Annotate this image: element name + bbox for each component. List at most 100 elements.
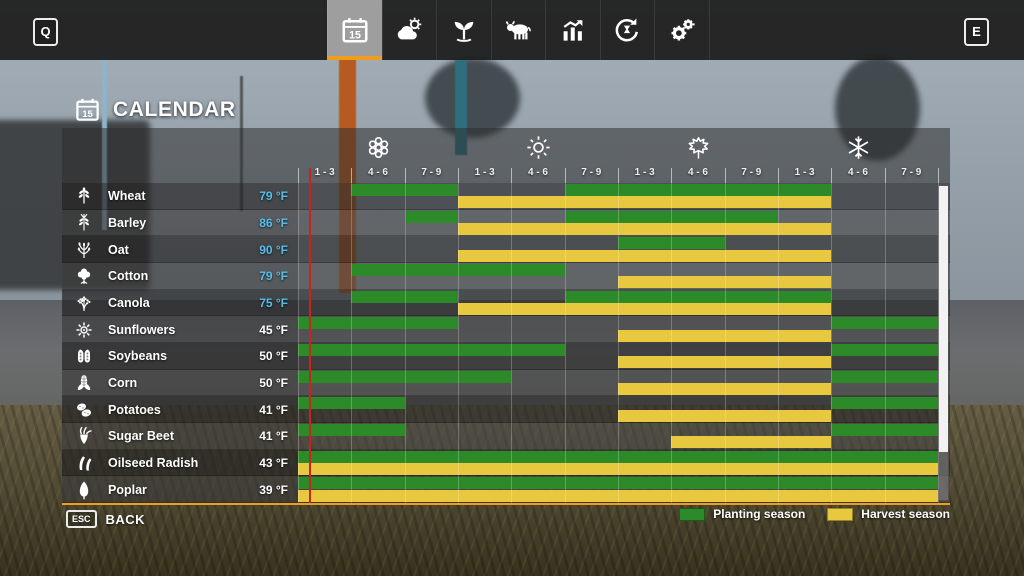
season-autumn (618, 132, 778, 163)
planting-bar (831, 317, 938, 330)
corn-icon (74, 373, 94, 393)
crop-row-oilseed-radish: Oilseed Radish 43 °F (62, 449, 950, 477)
seedling-icon (449, 15, 479, 45)
crop-germination-temp: 90 °F (259, 242, 288, 257)
tab-animals[interactable] (490, 0, 546, 60)
crop-season-chart (298, 396, 938, 423)
crop-row-label: Barley 86 °F (62, 209, 298, 237)
crop-row-sunflowers: Sunflowers 45 °F (62, 316, 950, 344)
harvest-legend-label: Harvest season (861, 507, 950, 521)
harvest-bar (298, 463, 938, 475)
planting-bar (351, 290, 458, 303)
top-menu-bar: Q 15 E (0, 0, 1024, 60)
crop-germination-temp: 86 °F (259, 216, 288, 230)
crop-name: Barley (108, 216, 147, 230)
crop-row-label: Wheat 79 °F (62, 183, 298, 210)
sun-icon (525, 134, 552, 161)
harvest-bar (618, 276, 832, 289)
tab-economy[interactable] (599, 0, 655, 60)
crop-name: Sugar Beet (108, 429, 174, 444)
soybeans-icon (74, 346, 94, 366)
crop-row-label: Oat 90 °F (62, 236, 298, 264)
stats-icon (558, 15, 588, 45)
planting-swatch (679, 507, 706, 521)
month-range-label: 4 - 6 (847, 167, 868, 178)
back-button[interactable]: ESC BACK (66, 510, 145, 528)
crop-name: Wheat (108, 189, 146, 204)
planting-bar (351, 264, 565, 276)
tab-crops[interactable] (436, 0, 491, 60)
crop-germination-temp: 50 °F (259, 349, 288, 364)
season-summer (458, 132, 618, 163)
month-range-label: 4 - 6 (687, 167, 708, 178)
svg-text:15: 15 (82, 109, 93, 120)
tab-settings[interactable] (654, 0, 710, 60)
scrollbar[interactable] (938, 185, 949, 501)
harvest-bar (618, 409, 832, 422)
planting-bar (618, 237, 725, 250)
month-range-label: 1 - 3 (474, 167, 495, 178)
crop-row-oat: Oat 90 °F (62, 236, 950, 264)
planting-bar (298, 344, 565, 356)
svg-text:15: 15 (349, 29, 361, 41)
tab-statistics[interactable] (545, 0, 600, 60)
crop-season-chart (298, 290, 938, 317)
crop-row-canola: Canola 75 °F (62, 289, 950, 317)
crop-germination-temp: 50 °F (259, 376, 288, 391)
crop-season-chart (298, 316, 938, 343)
harvest-bar (298, 489, 938, 502)
planting-bar (298, 370, 512, 383)
crop-name: Poplar (108, 482, 147, 497)
crop-germination-temp: 79 °F (259, 269, 288, 284)
crop-name: Oat (108, 242, 129, 257)
key-hint-e[interactable]: E (964, 18, 989, 46)
month-range-label: 7 - 9 (901, 167, 922, 178)
crop-name: Canola (108, 296, 150, 311)
menu-tabs: 15 (327, 0, 710, 60)
crop-row-label: Oilseed Radish 43 °F (62, 449, 298, 477)
month-range-label: 1 - 3 (794, 167, 815, 178)
tab-calendar[interactable]: 15 (327, 0, 382, 60)
planting-bar (564, 184, 832, 196)
crop-row-label: Corn 50 °F (62, 369, 298, 397)
harvest-bar (671, 436, 832, 449)
crop-season-chart (298, 263, 938, 290)
wheat-icon (74, 186, 94, 206)
crop-row-potatoes: Potatoes 41 °F (62, 396, 950, 424)
planting-bar (404, 210, 458, 223)
potatoes-icon (74, 400, 94, 420)
calendar-icon: 15 (340, 15, 370, 45)
tab-weather[interactable] (381, 0, 437, 60)
harvest-bar (458, 223, 832, 235)
season-header (298, 132, 938, 163)
esc-key-icon: ESC (66, 510, 97, 528)
planting-bar (298, 397, 405, 410)
crop-row-label: Sunflowers 45 °F (62, 316, 298, 344)
month-range-header: 1 - 3 4 - 6 7 - 9 1 - 3 4 - 6 7 - 9 1 - 3 4 - 6… (298, 165, 938, 183)
crop-row-wheat: Wheat 79 °F (62, 183, 950, 210)
planting-bar (831, 370, 938, 383)
sunflower-icon (74, 320, 94, 340)
season-spring (298, 132, 458, 163)
crop-germination-temp: 75 °F (259, 296, 288, 311)
planting-bar (298, 424, 405, 436)
crop-rows: Wheat 79 °F Barley 86 °F Oat 90 °F Cotton 79 °F… (62, 183, 950, 504)
column-tick (938, 168, 939, 183)
season-winter (778, 132, 938, 163)
planting-bar (298, 477, 938, 490)
crop-row-sugar-beet: Sugar Beet 41 °F (62, 423, 950, 450)
oat-icon (74, 240, 94, 260)
crop-name: Soybeans (108, 349, 168, 364)
economy-icon (612, 15, 642, 45)
cow-icon (503, 15, 533, 45)
cotton-icon (74, 266, 94, 286)
crop-season-chart (298, 476, 938, 503)
month-range-label: 1 - 3 (634, 167, 655, 178)
poplar-icon (74, 480, 94, 500)
key-hint-q[interactable]: Q (33, 18, 58, 46)
flower-icon (365, 134, 392, 161)
crop-name: Cotton (108, 269, 149, 284)
scrollbar-thumb[interactable] (939, 186, 948, 452)
crop-season-chart (298, 183, 938, 210)
crop-germination-temp: 41 °F (259, 402, 288, 417)
